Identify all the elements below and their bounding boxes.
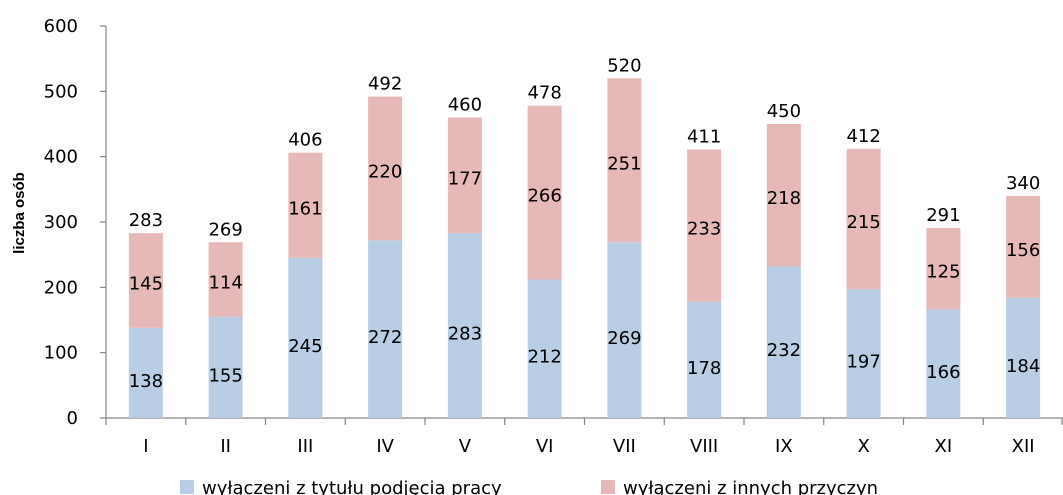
- x-tick-label: IV: [376, 436, 394, 457]
- x-tick-label: X: [857, 436, 869, 457]
- bar-segment-1: [128, 327, 163, 418]
- total-label: 520: [607, 55, 641, 76]
- total-label: 478: [527, 83, 561, 104]
- bar-segment-1: [687, 301, 722, 418]
- y-tick-label: 500: [44, 81, 78, 102]
- y-axis-label: liczba osób: [11, 172, 28, 254]
- data-label: 215: [846, 212, 880, 233]
- bar-segment-1: [288, 257, 323, 418]
- bar-segment-2: [926, 227, 961, 310]
- bar-segment-2: [447, 117, 482, 234]
- total-label: 283: [129, 210, 163, 231]
- bar-segment-1: [1006, 297, 1041, 418]
- bar-segment-1: [368, 240, 403, 418]
- y-axis: 0 100 200 300 400 500 600: [44, 16, 107, 429]
- data-label: 233: [687, 219, 721, 240]
- legend: wyłączeni z tytułu podjęcia pracy wyłącze…: [180, 478, 878, 495]
- y-tick-label: 400: [44, 147, 78, 168]
- data-label: 156: [1006, 240, 1040, 261]
- bar-segment-1: [846, 289, 881, 418]
- data-label: 283: [448, 324, 482, 345]
- total-label: 291: [926, 205, 960, 226]
- data-label: 212: [527, 347, 561, 368]
- data-label: 178: [687, 358, 721, 379]
- total-label: 492: [368, 74, 402, 95]
- x-tick-label: VI: [536, 436, 554, 457]
- data-label: 232: [767, 340, 801, 361]
- data-label: 266: [527, 186, 561, 207]
- bar-segment-1: [208, 316, 243, 418]
- data-label: 197: [846, 352, 880, 373]
- x-tick-label: VIII: [690, 436, 718, 457]
- x-tick-label: II: [220, 436, 231, 457]
- data-label: 184: [1006, 356, 1040, 377]
- bar-segment-2: [607, 78, 642, 243]
- bar-segment-2: [128, 233, 163, 328]
- total-label: 450: [767, 101, 801, 122]
- y-tick-label: 200: [44, 277, 78, 298]
- data-label: 177: [448, 168, 482, 189]
- y-tick-label: 0: [67, 408, 78, 429]
- x-tick-label: IX: [775, 436, 793, 457]
- data-label: 269: [607, 328, 641, 349]
- bar-segment-2: [1006, 195, 1041, 298]
- legend-label-1: wyłączeni z tytułu podjęcia pracy: [202, 478, 502, 495]
- legend-swatch-2: [601, 480, 615, 494]
- data-label: 138: [129, 371, 163, 392]
- bar-segment-1: [447, 233, 482, 418]
- bar-segment-2: [288, 152, 323, 258]
- bar-segment-2: [368, 96, 403, 241]
- total-label: 412: [846, 126, 880, 147]
- bar-segment-1: [766, 266, 801, 418]
- bars: 138 145 283 155 114 269 245 161 406 272 220 492 283 1…: [128, 55, 1041, 418]
- data-label: 155: [208, 365, 242, 386]
- data-label: 125: [926, 262, 960, 283]
- x-axis: I II III IV V VI VII VIII IX X XI XII: [105, 417, 1063, 457]
- data-label: 245: [288, 336, 322, 357]
- bar-segment-2: [846, 148, 881, 290]
- bar-segment-2: [687, 149, 722, 302]
- total-label: 406: [288, 130, 322, 151]
- data-label: 166: [926, 362, 960, 383]
- data-label: 218: [767, 188, 801, 209]
- y-tick-label: 100: [44, 343, 78, 364]
- x-tick-label: XII: [1012, 436, 1035, 457]
- bar-segment-2: [208, 242, 243, 317]
- bar-segment-1: [926, 309, 961, 418]
- bar-segment-1: [527, 279, 562, 418]
- data-label: 272: [368, 327, 402, 348]
- y-tick-label: 600: [44, 16, 78, 37]
- data-label: 145: [129, 273, 163, 294]
- bar-segment-2: [766, 124, 801, 267]
- data-label: 220: [368, 161, 402, 182]
- x-tick-label: I: [143, 436, 148, 457]
- x-tick-label: III: [297, 436, 313, 457]
- bar-segment-2: [527, 105, 562, 280]
- data-label: 161: [288, 198, 322, 219]
- data-label: 114: [208, 272, 242, 293]
- data-label: 251: [607, 153, 641, 174]
- x-tick-label: XI: [935, 436, 953, 457]
- total-label: 460: [448, 94, 482, 115]
- total-label: 411: [687, 126, 721, 147]
- total-label: 269: [208, 219, 242, 240]
- x-tick-label: V: [459, 436, 472, 457]
- y-tick-label: 300: [44, 212, 78, 233]
- legend-swatch-1: [180, 480, 194, 494]
- legend-label-2: wyłączeni z innych przyczyn: [623, 478, 878, 495]
- x-tick-label: VII: [613, 436, 636, 457]
- bar-segment-1: [607, 242, 642, 418]
- total-label: 340: [1006, 173, 1040, 194]
